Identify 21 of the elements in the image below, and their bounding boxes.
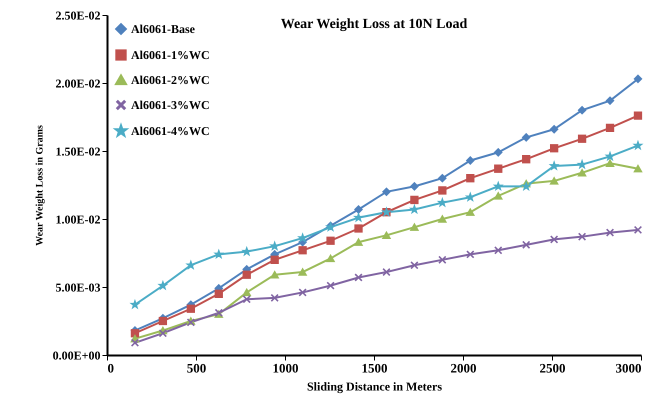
legend-label: Al6061-1%WC (131, 48, 210, 62)
chart-title: Wear Weight Loss at 10N Load (280, 17, 468, 32)
x-tick-label: 1500 (362, 360, 388, 376)
x-tick-label: 2500 (540, 360, 566, 376)
y-tick-label: 2.00E-02 (56, 76, 100, 90)
y-tick-label: 0.00E+00 (52, 348, 100, 362)
legend-label: Al6061-2%WC (131, 73, 210, 87)
x-tick-label: 500 (186, 360, 206, 376)
y-tick-label: 5.00E-03 (56, 280, 100, 294)
y-tick-label: 2.50E-02 (56, 8, 100, 22)
legend-label: Al6061-4%WC (131, 124, 210, 138)
y-axis-title: Wear Weight Loss in Grams (34, 125, 46, 246)
y-tick-label: 1.00E-02 (56, 212, 100, 226)
y-tick-label: 1.50E-02 (56, 144, 100, 158)
legend-label: Al6061-Base (131, 22, 196, 36)
x-axis-title: Sliding Distance in Meters (307, 380, 442, 394)
x-tick-label: 0 (108, 360, 114, 376)
legend-label: Al6061-3%WC (131, 98, 210, 112)
x-tick-label: 2000 (450, 360, 476, 376)
x-tick-label: 3000 (616, 360, 642, 376)
x-tick-label: 1000 (272, 360, 298, 376)
